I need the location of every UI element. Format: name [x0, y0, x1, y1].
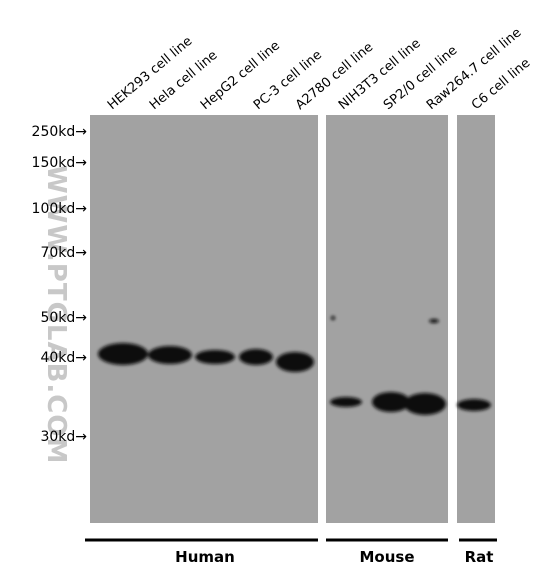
band — [195, 350, 235, 364]
mw-marker: 30kd→ — [40, 429, 87, 445]
mw-marker: 50kd→ — [40, 310, 87, 326]
bands — [98, 316, 491, 415]
species-label: Rat — [465, 548, 494, 566]
mw-marker: 250kd→ — [32, 124, 88, 140]
species-label: Mouse — [359, 548, 414, 566]
band — [330, 397, 362, 407]
species-label: Human — [175, 548, 235, 566]
band — [404, 393, 446, 415]
panel-human — [90, 115, 318, 523]
watermark: WWW.PTGLAB.COM — [41, 165, 71, 464]
spot — [331, 316, 335, 320]
mw-marker: 70kd→ — [40, 245, 87, 261]
mw-marker: 150kd→ — [32, 155, 88, 171]
panel-mouse — [326, 115, 448, 523]
mw-marker: 40kd→ — [40, 350, 87, 366]
band — [276, 352, 314, 372]
spot — [429, 319, 439, 323]
band — [239, 349, 273, 365]
lane-label: A2780 cell line — [293, 40, 376, 113]
band — [457, 399, 491, 411]
mw-marker: 100kd→ — [32, 201, 88, 217]
band — [372, 392, 410, 412]
band — [148, 346, 192, 364]
panel-rat — [457, 115, 495, 523]
band — [98, 343, 148, 365]
